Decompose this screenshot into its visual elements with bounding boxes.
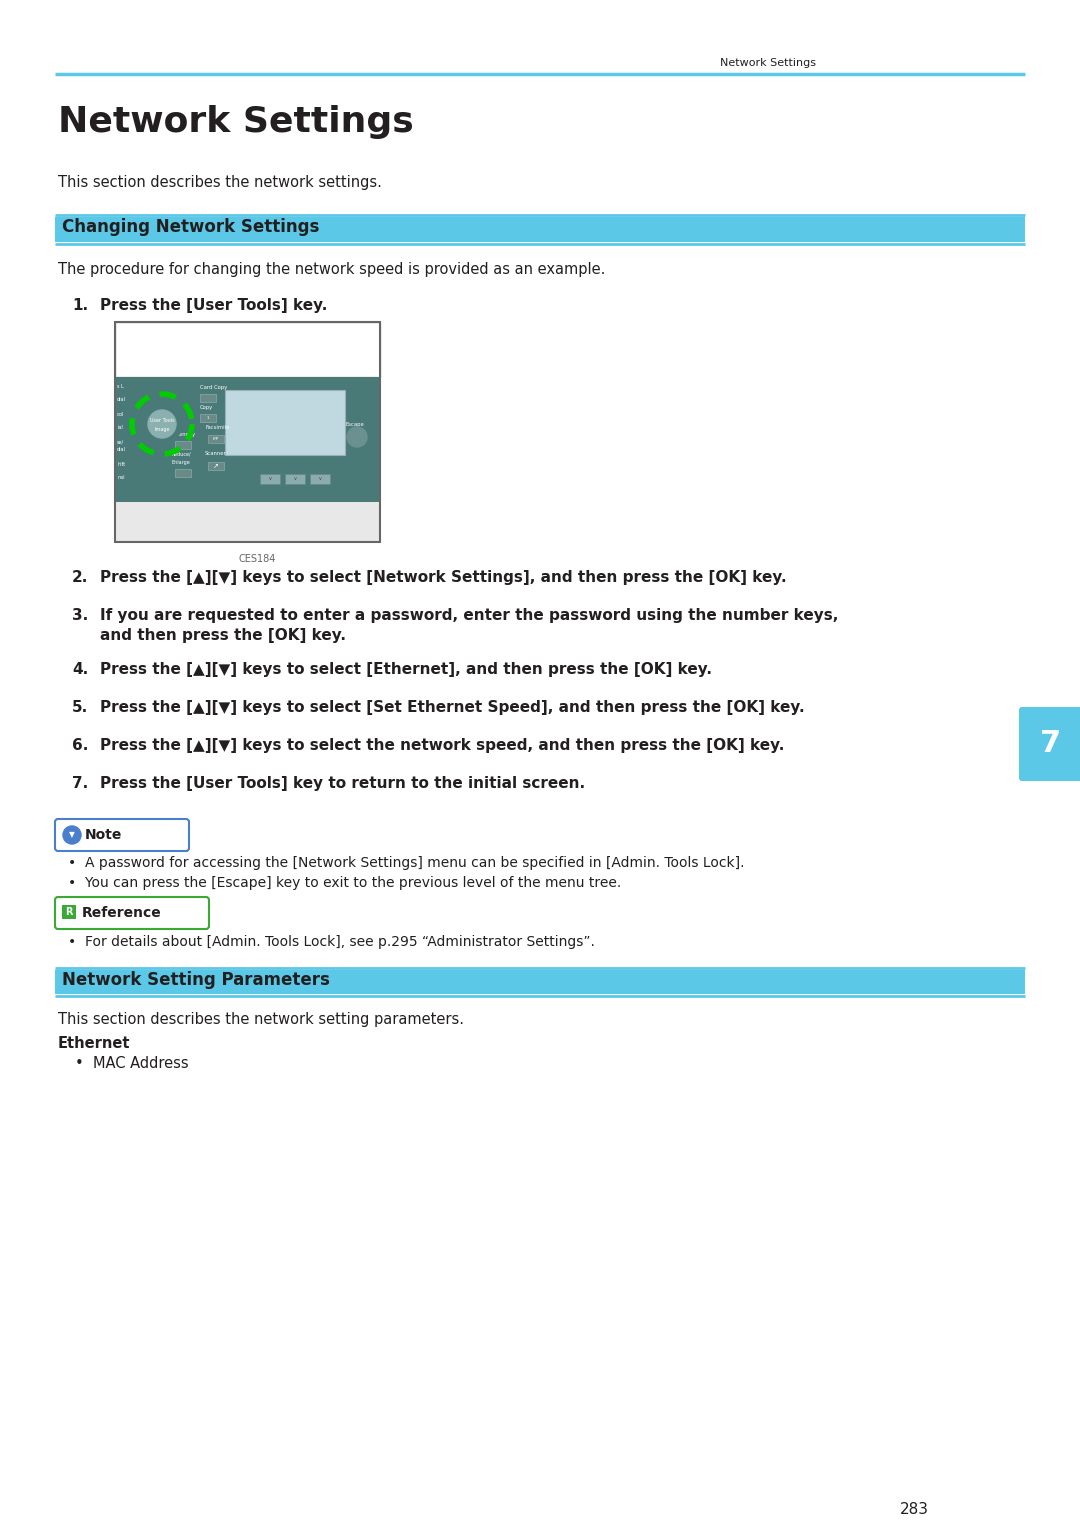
Circle shape — [63, 826, 81, 844]
Text: Image: Image — [154, 426, 170, 432]
Text: This section describes the network settings.: This section describes the network setti… — [58, 175, 382, 190]
Text: 283: 283 — [900, 1501, 929, 1517]
Text: •  A password for accessing the [Network Settings] menu can be specified in [Adm: • A password for accessing the [Network … — [68, 856, 744, 870]
Text: 1.: 1. — [72, 299, 89, 313]
Bar — [114, 502, 380, 542]
Text: v: v — [269, 476, 271, 481]
Text: Scanner: Scanner — [205, 450, 227, 457]
Text: Press the [User Tools] key to return to the initial screen.: Press the [User Tools] key to return to … — [100, 777, 585, 791]
Circle shape — [347, 427, 367, 447]
Text: 6.: 6. — [72, 738, 89, 754]
Text: Press the [▲][▼] keys to select [Network Settings], and then press the [OK] key.: Press the [▲][▼] keys to select [Network… — [100, 570, 786, 585]
Bar — [260, 473, 280, 484]
Bar — [310, 473, 330, 484]
FancyBboxPatch shape — [1020, 706, 1080, 781]
Text: The procedure for changing the network speed is provided as an example.: The procedure for changing the network s… — [58, 262, 606, 277]
Text: 3.: 3. — [72, 608, 89, 624]
Text: This section describes the network setting parameters.: This section describes the network setti… — [58, 1013, 464, 1026]
Text: If you are requested to enter a password, enter the password using the number ke: If you are requested to enter a password… — [100, 608, 838, 624]
Text: •  For details about [Admin. Tools Lock], see p.295 “Administrator Settings”.: • For details about [Admin. Tools Lock],… — [68, 935, 595, 948]
Text: Card Copy: Card Copy — [200, 385, 227, 391]
Text: ool: ool — [117, 412, 124, 417]
Text: v: v — [319, 476, 322, 481]
Bar — [114, 322, 380, 542]
Text: Network Settings: Network Settings — [58, 106, 414, 139]
Text: Changing Network Settings: Changing Network Settings — [62, 218, 320, 236]
Text: 7.: 7. — [72, 777, 89, 791]
Text: F/P: F/P — [213, 437, 219, 441]
Bar — [55, 218, 1025, 242]
Text: R: R — [65, 907, 72, 918]
Text: Press the [▲][▼] keys to select [Set Ethernet Speed], and then press the [OK] ke: Press the [▲][▼] keys to select [Set Eth… — [100, 700, 805, 715]
Text: and then press the [OK] key.: and then press the [OK] key. — [100, 628, 346, 643]
Text: Network Setting Parameters: Network Setting Parameters — [62, 971, 329, 990]
Bar — [208, 463, 224, 470]
Bar — [285, 473, 305, 484]
Text: se/: se/ — [117, 440, 124, 444]
FancyBboxPatch shape — [55, 898, 210, 928]
Text: Enlarge: Enlarge — [172, 460, 191, 466]
Text: Facsimile: Facsimile — [205, 424, 229, 430]
Bar — [208, 435, 224, 443]
Text: Reduce/: Reduce/ — [172, 452, 191, 457]
Circle shape — [148, 411, 176, 438]
Text: Density: Density — [175, 432, 195, 437]
Text: ↗: ↗ — [213, 463, 219, 469]
Text: 4.: 4. — [72, 662, 89, 677]
Text: Press the [▲][▼] keys to select the network speed, and then press the [OK] key.: Press the [▲][▼] keys to select the netw… — [100, 738, 784, 754]
Text: •  MAC Address: • MAC Address — [75, 1056, 189, 1071]
Text: User Tools: User Tools — [150, 418, 174, 423]
Bar — [62, 905, 76, 919]
Text: Press the [▲][▼] keys to select [Ethernet], and then press the [OK] key.: Press the [▲][▼] keys to select [Etherne… — [100, 662, 712, 677]
Text: 1: 1 — [206, 417, 210, 420]
Bar — [114, 322, 380, 377]
Text: Copy: Copy — [200, 404, 213, 411]
Text: 5.: 5. — [72, 700, 89, 715]
Text: •  You can press the [Escape] key to exit to the previous level of the menu tree: • You can press the [Escape] key to exit… — [68, 876, 621, 890]
Text: 2.: 2. — [72, 570, 89, 585]
Bar — [200, 414, 216, 421]
Text: Network Settings: Network Settings — [720, 58, 816, 67]
Text: nal: nal — [117, 475, 124, 480]
FancyBboxPatch shape — [55, 820, 189, 850]
Text: s L: s L — [117, 385, 124, 389]
Text: dial: dial — [117, 397, 126, 401]
Bar — [175, 441, 191, 449]
Bar — [175, 469, 191, 476]
Text: 7: 7 — [1040, 729, 1062, 758]
Text: Press the [User Tools] key.: Press the [User Tools] key. — [100, 299, 327, 313]
Text: Reference: Reference — [82, 905, 162, 921]
Text: Ethernet: Ethernet — [58, 1036, 131, 1051]
Bar — [225, 391, 345, 455]
Text: Escape: Escape — [345, 421, 364, 427]
Circle shape — [141, 404, 183, 444]
Text: hift: hift — [117, 463, 125, 467]
Text: CES184: CES184 — [239, 555, 275, 564]
Bar — [55, 970, 1025, 994]
Text: ial: ial — [117, 424, 123, 430]
Bar — [114, 377, 380, 502]
Text: Note: Note — [85, 827, 122, 843]
Text: ▼: ▼ — [69, 830, 75, 840]
Text: v: v — [294, 476, 296, 481]
Bar — [200, 394, 216, 401]
Text: dial: dial — [117, 447, 126, 452]
